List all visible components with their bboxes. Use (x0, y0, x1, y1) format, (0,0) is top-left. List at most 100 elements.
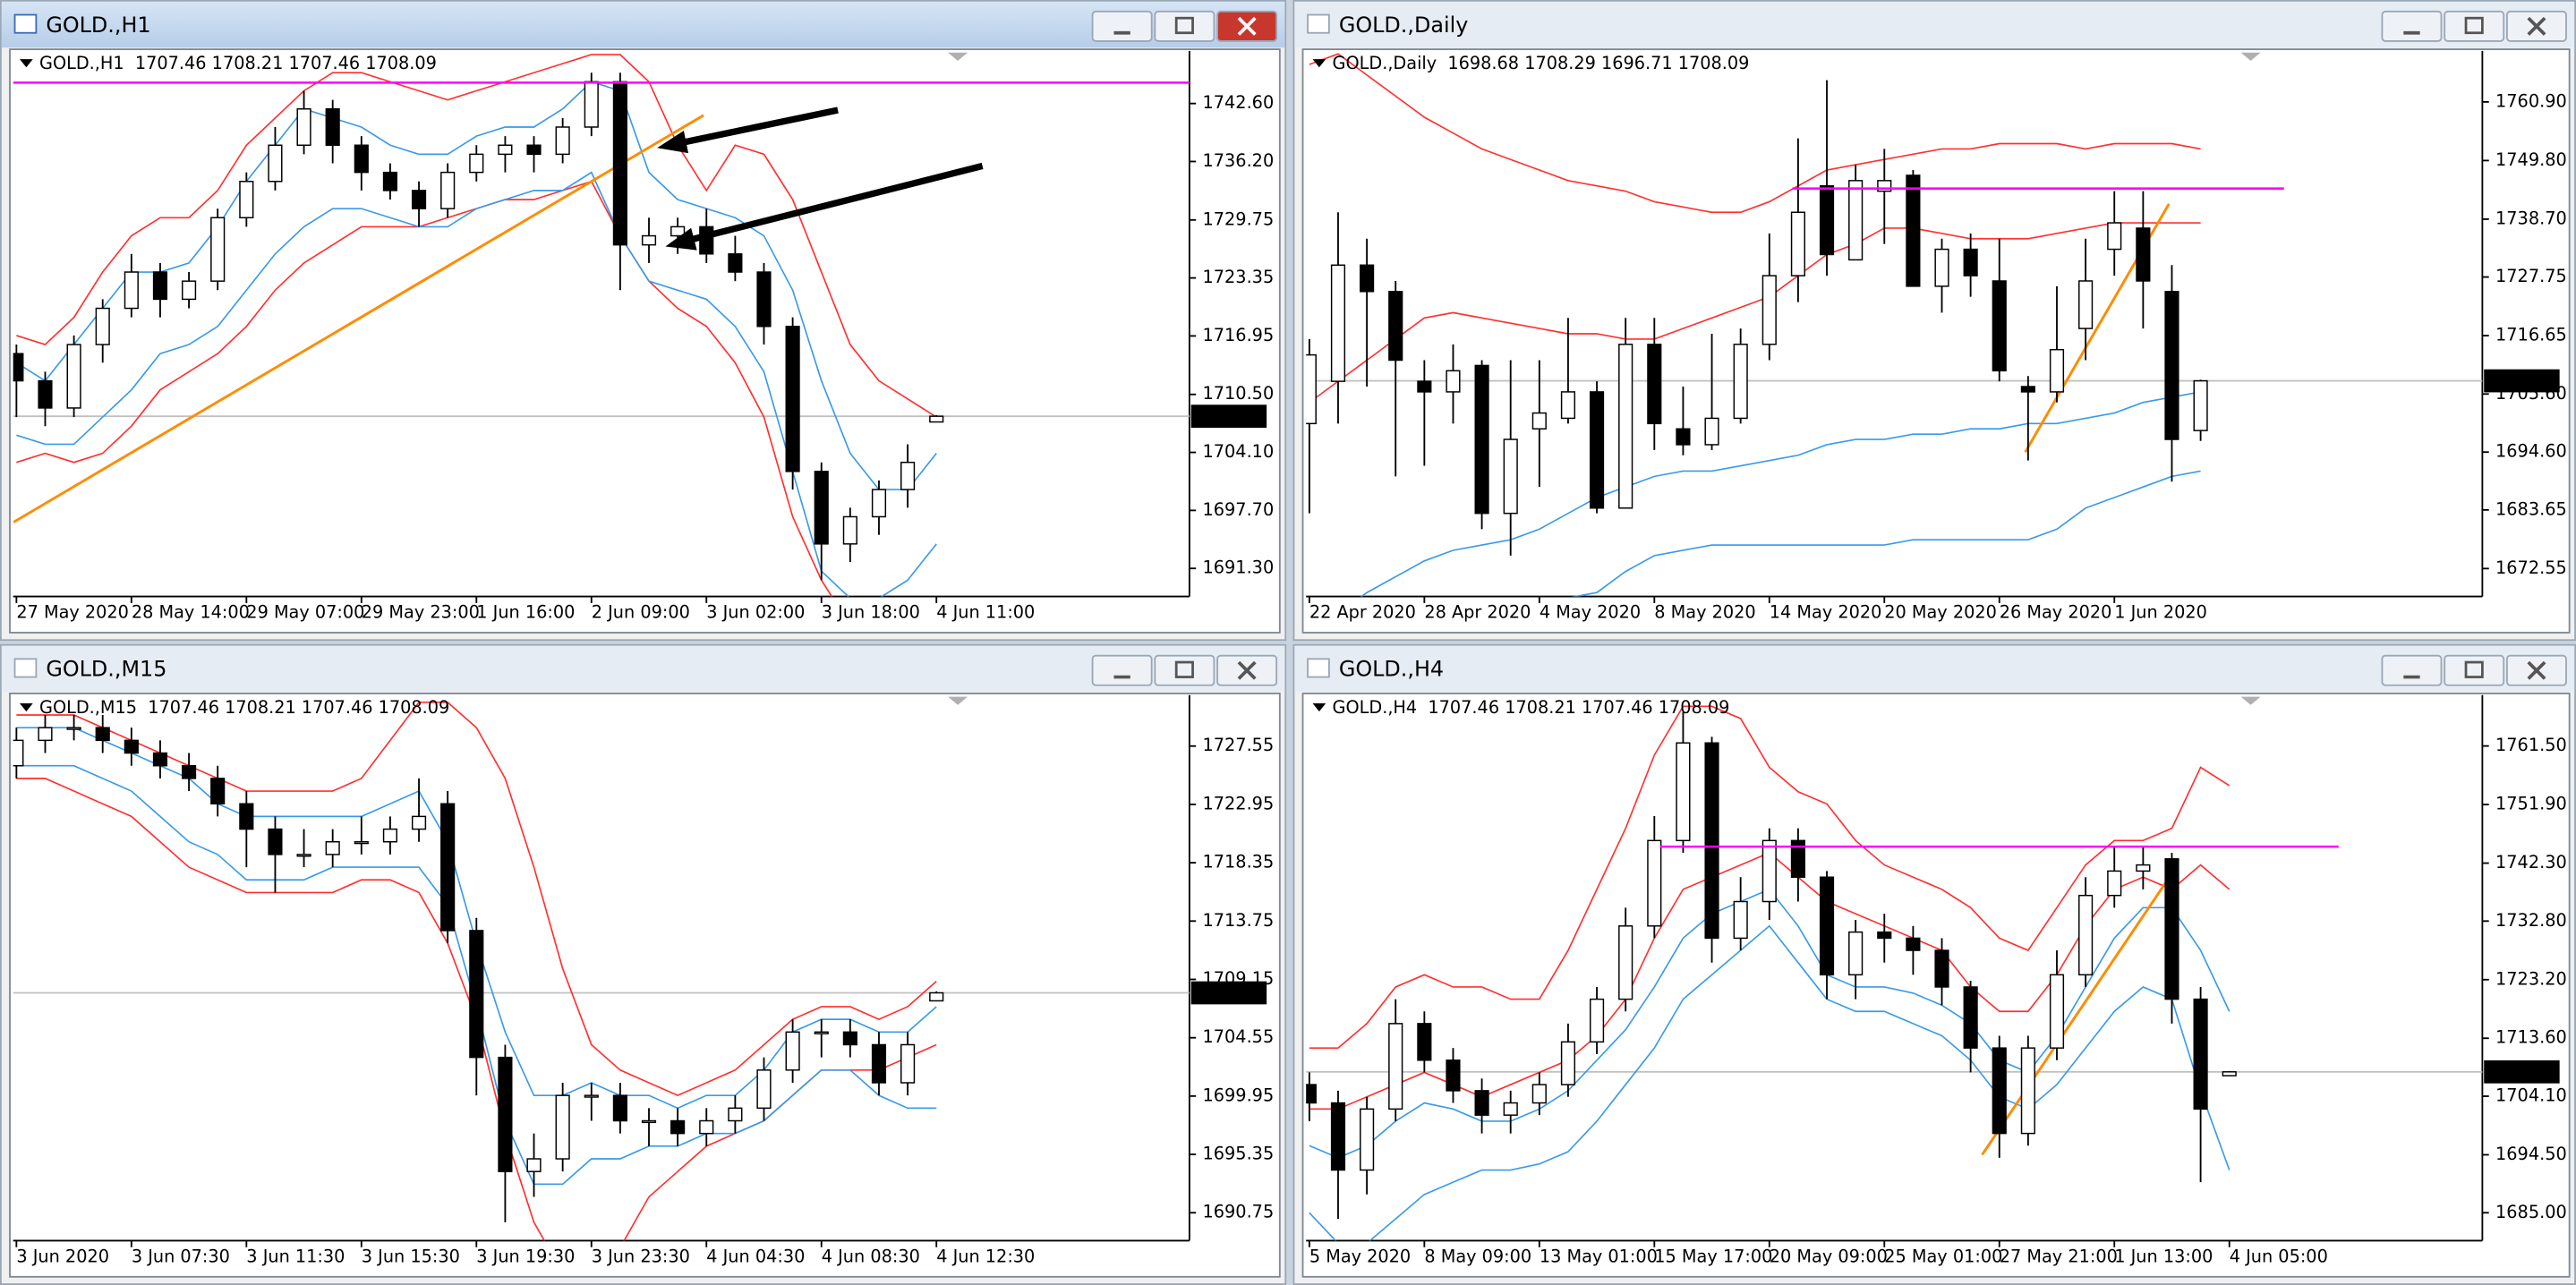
y-tick-label: 1742.30 (2495, 852, 2567, 872)
bollinger-band (1360, 391, 2201, 597)
header-toggle (20, 702, 33, 712)
candle-body-down (1474, 1090, 1489, 1116)
bollinger-band (1309, 53, 2201, 214)
annotation-arrows (657, 106, 984, 251)
maximize-button[interactable] (2444, 654, 2505, 686)
chart-header: GOLD.,Daily 1698.68 1708.29 1696.71 1708… (1333, 53, 1750, 73)
last-price-label: 1708.09 (2489, 1060, 2561, 1081)
x-tick-label: 5 May 2020 (1309, 1246, 1411, 1266)
candle-body-up (1848, 180, 1864, 261)
chart-window: GOLD.,H1 1742.60 1736.20 1729.75 1723.35 1716… (0, 0, 1287, 642)
chart-window: GOLD.,Daily 1760.90 1749.80 1738.70 1727.75 1… (1292, 0, 2576, 642)
bollinger-band (16, 54, 937, 418)
x-tick-label: 3 Jun 23:30 (592, 1246, 690, 1266)
y-tick-label: 1729.75 (1203, 208, 1275, 229)
header-toggle (1312, 59, 1326, 68)
candle-body-up (1618, 344, 1633, 509)
x-tick-label: 3 Jun 11:30 (246, 1246, 345, 1266)
x-tick-label: 28 May 14:00 (132, 601, 250, 622)
plot (1306, 705, 2483, 1241)
candle-body-up (210, 217, 226, 282)
button-glyph (2527, 660, 2546, 680)
window-icon (1307, 658, 1330, 678)
candle-body-down (1446, 1059, 1461, 1092)
title-bar (1, 645, 1285, 693)
y-tick-label: 1691.30 (1203, 557, 1275, 578)
candle-body-down (728, 253, 743, 273)
candle-body-down (612, 81, 627, 246)
button-glyph (2464, 660, 2484, 678)
candle-body-up (2049, 348, 2065, 393)
arrow-head (657, 130, 689, 154)
y-tick-label: 1716.95 (1203, 325, 1275, 345)
y-tick-label: 1722.95 (1203, 793, 1275, 813)
candle-body-up (13, 739, 24, 767)
candle-body-up (929, 991, 944, 1002)
maximize-button[interactable] (1154, 654, 1215, 686)
maximize-button[interactable] (1154, 10, 1215, 42)
y-tick-label: 1695.35 (1203, 1144, 1275, 1164)
candle-body-down (1877, 931, 1892, 940)
trend-line (1981, 868, 2176, 1156)
last-price-box (2484, 369, 2560, 393)
x-tick-label: 4 Jun 08:30 (822, 1246, 920, 1266)
candle-body-down (1330, 1102, 1346, 1171)
candle-body-up (2107, 870, 2122, 897)
candle-body-up (1306, 353, 1317, 425)
candle-body-up (1761, 839, 1777, 903)
minimize-button[interactable] (2381, 654, 2443, 686)
candle-body-up (785, 1031, 800, 1071)
candle-body-up (1934, 248, 1949, 287)
y-tick-label: 1697.70 (1203, 499, 1275, 520)
button-glyph (2527, 16, 2546, 36)
bollinger-band (1309, 705, 2231, 1049)
y-tick-label: 1751.90 (2495, 794, 2567, 814)
candle-body-down (814, 471, 829, 545)
minimize-button[interactable] (2381, 10, 2443, 42)
y-tick-label: 1704.55 (1203, 1026, 1275, 1047)
candle-body-up (411, 815, 427, 830)
candle-body-down (440, 803, 456, 932)
candle-body-up (124, 271, 139, 310)
candle-body-up (2107, 222, 2122, 251)
candle-body-down (152, 271, 168, 301)
y-tick-label: 1732.80 (2495, 910, 2567, 931)
chart-area (9, 48, 1281, 634)
x-tick-label: 15 May 17:00 (1654, 1246, 1772, 1266)
x-tick-label: 4 Jun 12:30 (936, 1246, 1035, 1266)
candle-body-up (526, 1158, 542, 1172)
bollinger-band (16, 702, 937, 1097)
candle-body-down (1906, 937, 1921, 951)
candle-body-down (38, 379, 53, 409)
candle-body-up (66, 344, 81, 409)
minimize-button[interactable] (1091, 10, 1153, 42)
candle-body-up (842, 515, 857, 545)
window-title: GOLD.,H4 (1339, 657, 1444, 682)
candle-body-up (1761, 275, 1777, 345)
x-tick-label: 3 Jun 07:30 (132, 1246, 230, 1266)
x-tick-label: 3 Jun 19:30 (476, 1246, 575, 1266)
bollinger-band (1309, 222, 2201, 404)
candle-body-down (152, 752, 168, 767)
button-glyph (1174, 660, 1194, 678)
x-tick-label: 29 May 23:00 (362, 601, 480, 622)
y-tick-label: 1694.50 (2495, 1144, 2567, 1164)
x-tick-label: 4 Jun 04:30 (706, 1246, 805, 1266)
candle-body-up (2020, 1047, 2035, 1135)
title-bar (1294, 645, 2575, 693)
minimize-button[interactable] (1091, 654, 1153, 686)
candle-body-down (871, 1043, 887, 1084)
maximize-button[interactable] (2444, 10, 2505, 42)
bollinger-band (15, 81, 937, 490)
candle-body-down (1676, 428, 1691, 446)
candle-body-up (756, 1069, 772, 1110)
candle-body-up (325, 840, 340, 855)
title-bar (1294, 1, 2575, 48)
y-tick-label: 1718.35 (1203, 852, 1275, 872)
x-tick-label: 26 May 2020 (2000, 601, 2112, 622)
button-glyph (1174, 16, 1194, 35)
x-tick-label: 20 May 09:00 (1770, 1246, 1888, 1266)
window-icon (1307, 13, 1330, 34)
scroll-marker (2240, 696, 2261, 705)
